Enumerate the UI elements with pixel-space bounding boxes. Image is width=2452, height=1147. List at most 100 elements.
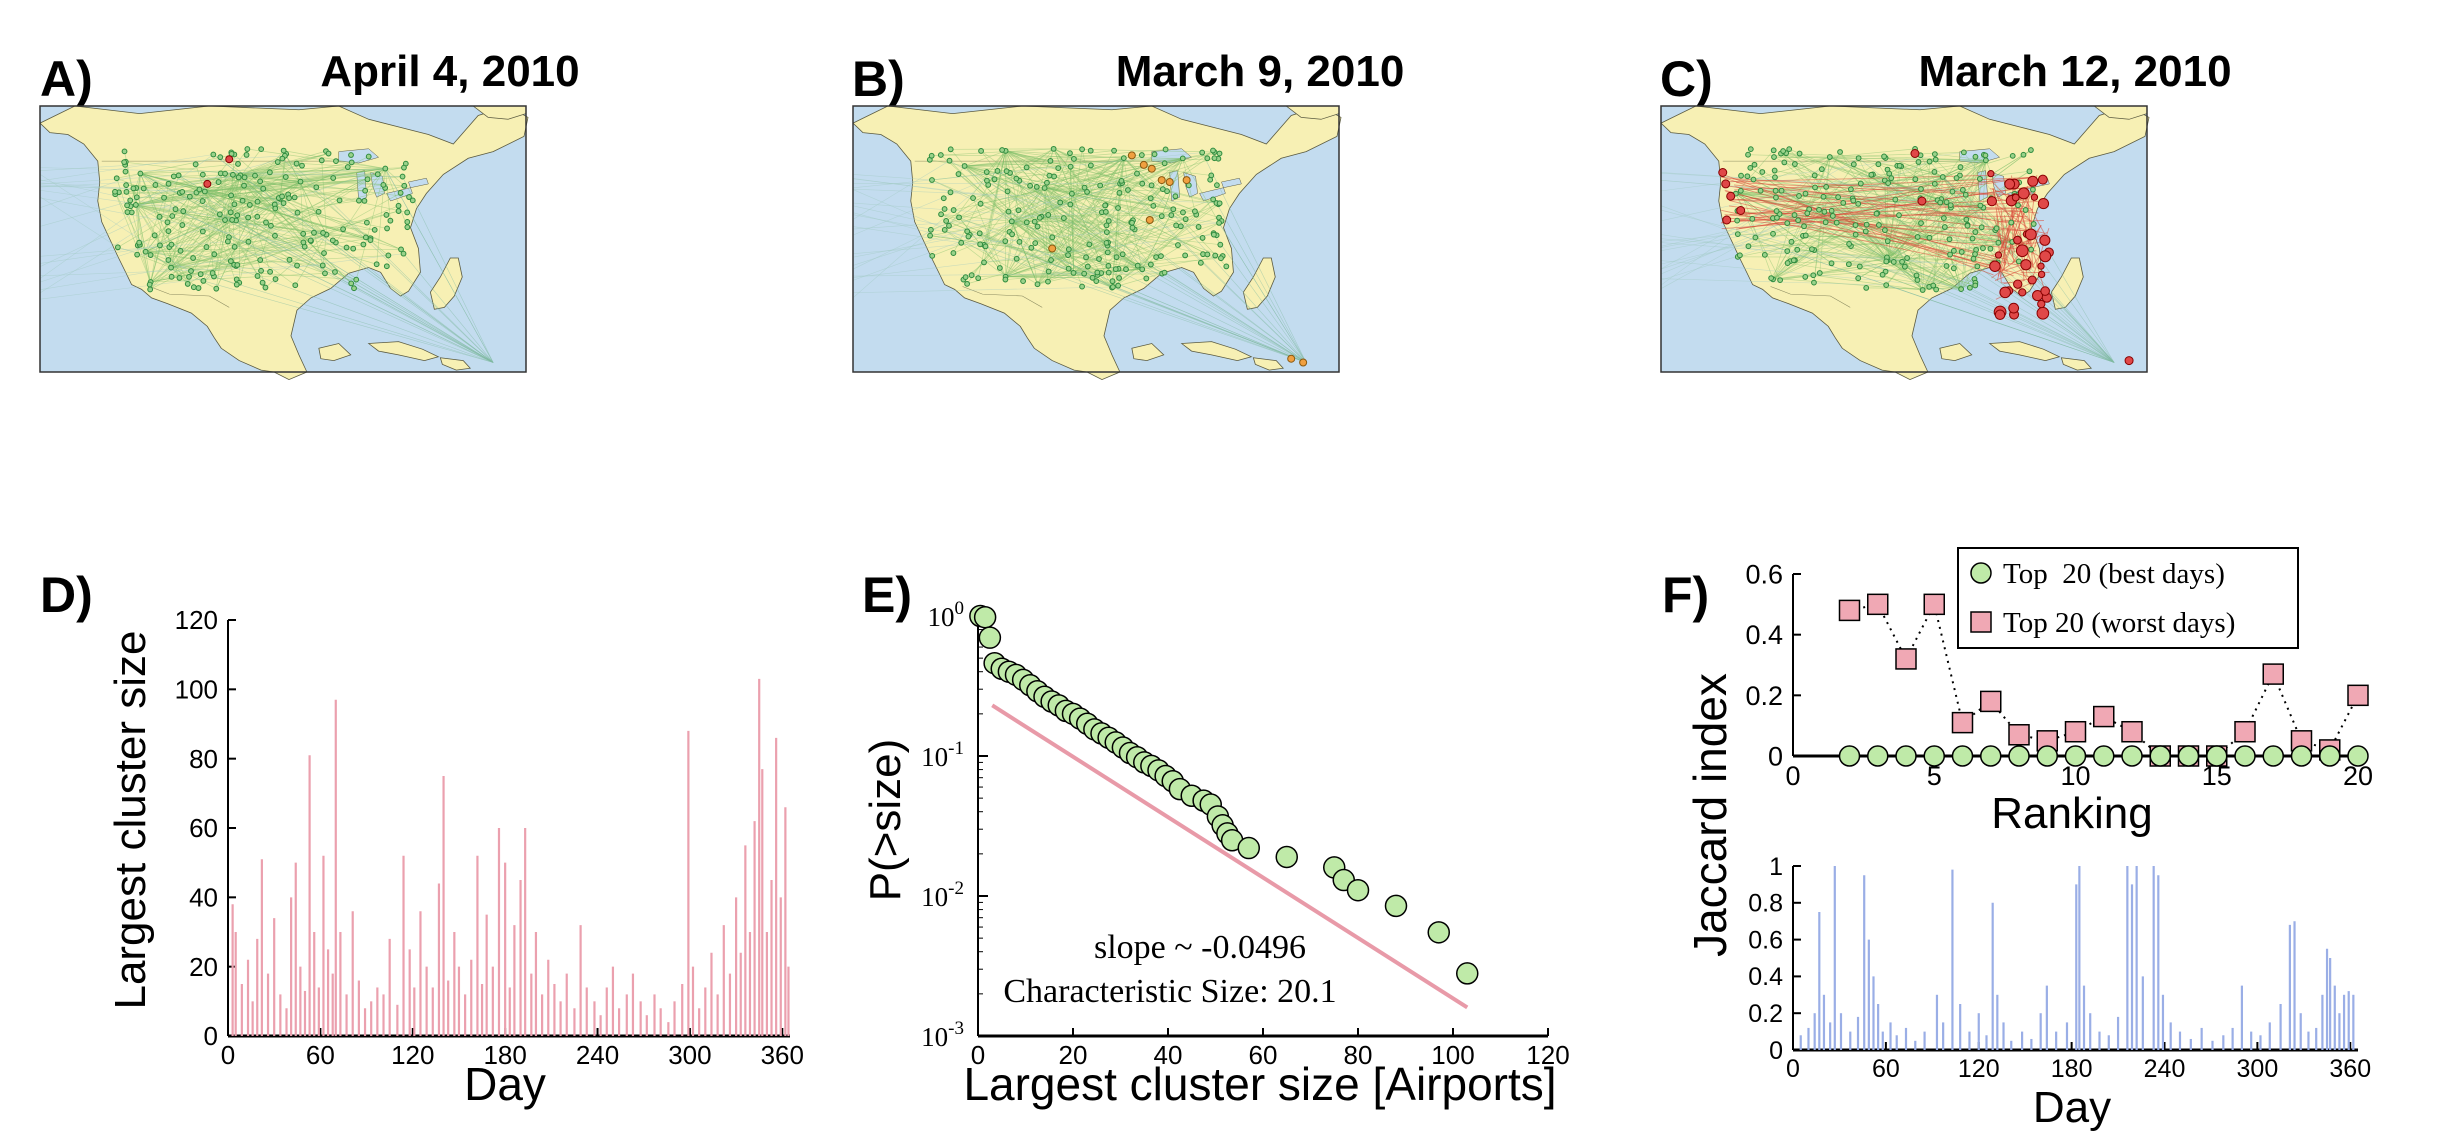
map-airports: [926, 145, 1308, 367]
airport-node: [228, 192, 234, 199]
route-line: [986, 150, 1006, 173]
airport-node: [958, 239, 965, 246]
chart-f-best-point: [1895, 745, 1917, 767]
route-line: [929, 159, 965, 167]
route-line: [1037, 157, 1125, 285]
airport-node: [1736, 252, 1743, 259]
route-line: [1182, 151, 1215, 159]
airport-node: [964, 280, 970, 287]
route-line: [852, 217, 960, 270]
airport-node: [1777, 277, 1784, 283]
airport-node: [1116, 275, 1122, 281]
airport-node: [227, 209, 234, 216]
map-landmass: [429, 257, 463, 310]
airport-node: [1862, 228, 1869, 235]
route-line: [1916, 275, 1962, 290]
route-line: [1929, 237, 2032, 250]
route-line: [1011, 221, 1038, 285]
route-line: [1041, 185, 1101, 217]
route-line: [1005, 150, 1051, 162]
route-line: [1182, 158, 1220, 224]
route-line: [220, 156, 327, 235]
map-landmass: [1242, 257, 1276, 310]
airport-node: [362, 187, 369, 194]
airport-node: [1977, 202, 1984, 209]
airport-node: [2018, 288, 2027, 297]
airport-node: [177, 247, 184, 254]
chart-f-bottom-y-tick-label: 0.8: [1748, 890, 1783, 918]
route-line: [1901, 159, 1986, 167]
airport-node: [172, 206, 179, 213]
airport-node: [175, 172, 182, 179]
chart-d-xlabel: Day: [464, 1058, 546, 1110]
airport-node: [1818, 166, 1825, 173]
route-line: [983, 150, 1006, 263]
route-line: [1794, 156, 1830, 165]
route-line: [1050, 157, 1125, 261]
airport-node: [1087, 162, 1094, 169]
airport-node: [123, 188, 130, 195]
route-line: [1853, 200, 1930, 239]
airport-node: [1852, 231, 1859, 238]
airport-node: [1172, 193, 1179, 200]
airport-node: [1023, 219, 1030, 226]
airport-node: [142, 248, 149, 255]
chart-f-top-y-tick-label: 0.6: [1745, 559, 1783, 589]
route-line: [279, 198, 402, 250]
route-line: [39, 196, 119, 248]
airport-node: [211, 251, 218, 258]
route-line: [1837, 196, 1888, 261]
route-line: [1836, 222, 2115, 363]
airport-node: [315, 208, 322, 215]
route-line: [964, 165, 1071, 205]
route-line: [964, 165, 987, 173]
airport-node: [222, 170, 228, 177]
chart-f-best-point: [2234, 745, 2256, 767]
airport-node: [1210, 196, 1217, 203]
route-line: [1733, 184, 2039, 214]
airport-node: [254, 273, 261, 279]
route-line: [170, 191, 206, 268]
route-line: [931, 148, 1054, 157]
chart-f-best-point: [1923, 745, 1945, 767]
airport-node: [1744, 173, 1751, 180]
chart-e-x-tick-label: 80: [1344, 1040, 1373, 1070]
airport-node: [257, 257, 264, 263]
map-landmass: [439, 357, 472, 371]
airport-node: [1823, 183, 1830, 190]
chart-e-y-tick-label: 100: [928, 598, 965, 632]
route-line: [958, 157, 1124, 218]
map-panel-a: [39, 105, 529, 381]
airport-node: [363, 219, 370, 226]
route-line: [279, 155, 286, 199]
airport-node: [1890, 259, 1897, 265]
airport-node: [1896, 162, 1903, 169]
airport-node: [943, 218, 950, 224]
airport-node: [2013, 279, 2023, 289]
route-line: [852, 160, 950, 220]
airport-node: [161, 194, 167, 201]
airport-node: [2027, 175, 2039, 187]
route-line: [1011, 165, 1092, 222]
map-lake: [1199, 187, 1226, 202]
route-line: [1011, 205, 1106, 222]
airport-node: [1972, 282, 1979, 289]
chart-f-worst-point: [1838, 599, 1861, 622]
airport-node: [260, 185, 267, 192]
chart-e-point: [973, 605, 997, 629]
route-line: [1839, 151, 1962, 290]
route-line: [140, 173, 180, 279]
airport-node: [1177, 223, 1184, 230]
airport-node: [2020, 151, 2027, 158]
airport-node: [1102, 208, 1109, 215]
route-line: [1848, 160, 1987, 265]
airport-node: [1210, 147, 1216, 154]
airport-node: [320, 229, 326, 236]
airport-node: [1970, 255, 1977, 262]
route-line: [1005, 276, 1093, 279]
airport-node: [1217, 241, 1224, 248]
route-line: [1044, 187, 1061, 203]
airport-node: [1105, 218, 1112, 224]
airport-node: [1822, 219, 1829, 226]
airport-node: [1910, 149, 1920, 158]
